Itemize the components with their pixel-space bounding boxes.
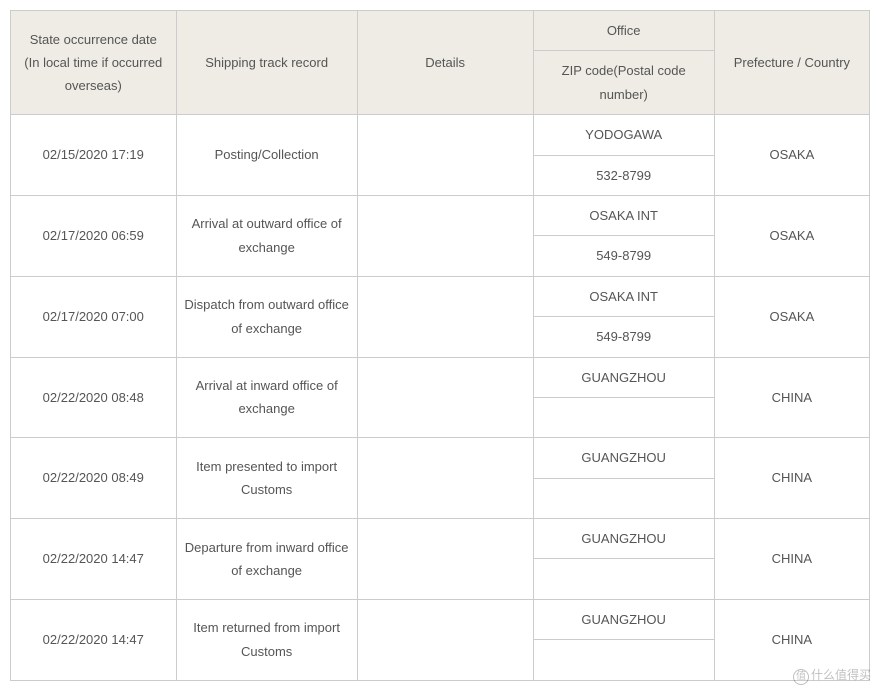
table-row: 02/15/2020 17:19Posting/CollectionYODOGA… xyxy=(11,115,870,155)
table-row: 02/22/2020 14:47Departure from inward of… xyxy=(11,519,870,559)
cell-zip: 549-8799 xyxy=(533,236,714,276)
cell-record: Item presented to import Customs xyxy=(176,438,357,519)
col-header-record: Shipping track record xyxy=(176,11,357,115)
cell-date: 02/22/2020 08:49 xyxy=(11,438,177,519)
cell-prefecture: CHINA xyxy=(714,357,869,438)
cell-prefecture: OSAKA xyxy=(714,276,869,357)
table-row: 02/22/2020 08:49Item presented to import… xyxy=(11,438,870,478)
table-row: 02/17/2020 07:00Dispatch from outward of… xyxy=(11,276,870,316)
cell-zip: 532-8799 xyxy=(533,155,714,195)
cell-details xyxy=(357,599,533,680)
cell-date: 02/15/2020 17:19 xyxy=(11,115,177,196)
cell-record: Arrival at outward office of exchange xyxy=(176,195,357,276)
cell-date: 02/22/2020 08:48 xyxy=(11,357,177,438)
cell-office: YODOGAWA xyxy=(533,115,714,155)
cell-zip xyxy=(533,559,714,599)
col-header-date-line1: State occurrence date(In local time if o… xyxy=(24,32,162,94)
cell-zip xyxy=(533,478,714,518)
cell-zip xyxy=(533,640,714,680)
cell-record: Posting/Collection xyxy=(176,115,357,196)
col-header-pref: Prefecture / Country xyxy=(714,11,869,115)
cell-date: 02/22/2020 14:47 xyxy=(11,519,177,600)
col-header-date: State occurrence date(In local time if o… xyxy=(11,11,177,115)
cell-office: GUANGZHOU xyxy=(533,357,714,397)
cell-details xyxy=(357,519,533,600)
cell-office: GUANGZHOU xyxy=(533,519,714,559)
col-header-zip: ZIP code(Postal code number) xyxy=(533,51,714,115)
tracking-table: State occurrence date(In local time if o… xyxy=(10,10,870,681)
cell-office: GUANGZHOU xyxy=(533,438,714,478)
table-row: 02/22/2020 08:48Arrival at inward office… xyxy=(11,357,870,397)
cell-details xyxy=(357,438,533,519)
cell-record: Arrival at inward office of exchange xyxy=(176,357,357,438)
cell-date: 02/17/2020 06:59 xyxy=(11,195,177,276)
cell-date: 02/22/2020 14:47 xyxy=(11,599,177,680)
cell-office: OSAKA INT xyxy=(533,195,714,235)
cell-details xyxy=(357,115,533,196)
cell-zip xyxy=(533,397,714,437)
cell-prefecture: CHINA xyxy=(714,599,869,680)
cell-details xyxy=(357,357,533,438)
cell-prefecture: OSAKA xyxy=(714,115,869,196)
cell-prefecture: CHINA xyxy=(714,519,869,600)
cell-office: GUANGZHOU xyxy=(533,599,714,639)
table-row: 02/17/2020 06:59Arrival at outward offic… xyxy=(11,195,870,235)
tracking-table-body: 02/15/2020 17:19Posting/Collection YODOGA… xyxy=(11,115,870,680)
col-header-details: Details xyxy=(357,11,533,115)
cell-record: Item returned from import Customs xyxy=(176,599,357,680)
cell-office: OSAKA INT xyxy=(533,276,714,316)
cell-prefecture: CHINA xyxy=(714,438,869,519)
cell-details xyxy=(357,195,533,276)
cell-record: Departure from inward office of exchange xyxy=(176,519,357,600)
tracking-table-header: State occurrence date(In local time if o… xyxy=(11,11,870,115)
cell-record: Dispatch from outward office of exchange xyxy=(176,276,357,357)
cell-zip: 549-8799 xyxy=(533,317,714,357)
col-header-office: Office xyxy=(533,11,714,51)
table-row: 02/22/2020 14:47Item returned from impor… xyxy=(11,599,870,639)
cell-details xyxy=(357,276,533,357)
cell-date: 02/17/2020 07:00 xyxy=(11,276,177,357)
cell-prefecture: OSAKA xyxy=(714,195,869,276)
